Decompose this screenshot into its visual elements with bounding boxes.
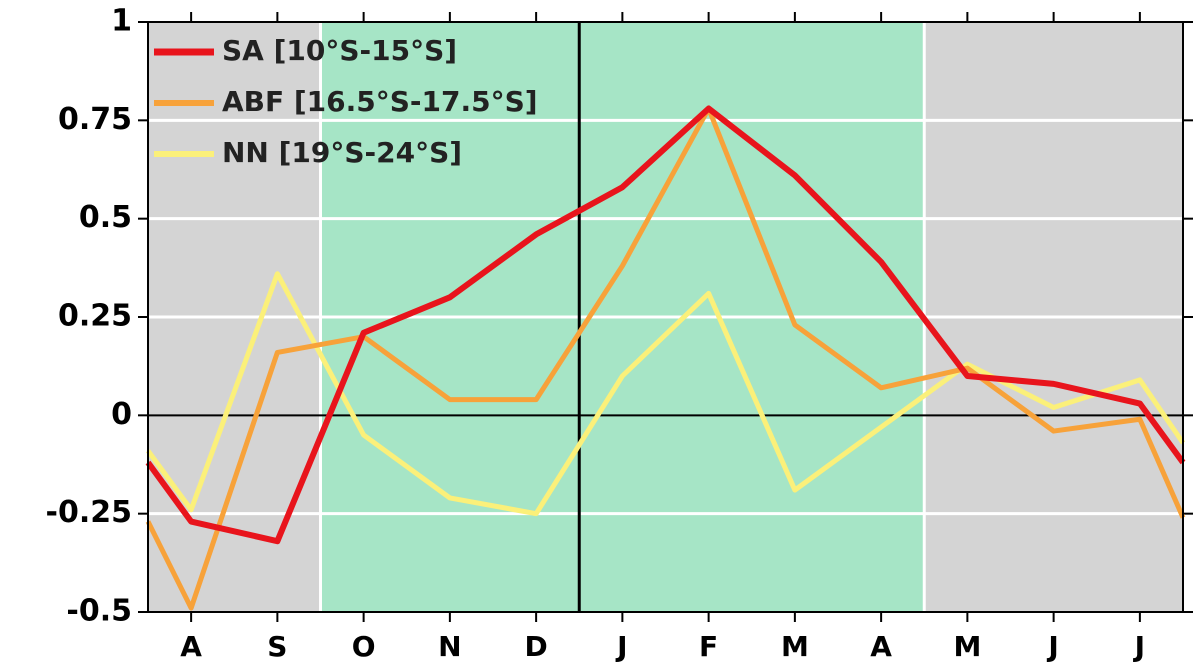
x-tick-label: J [1133,630,1145,663]
x-tick-label: D [525,630,548,663]
y-tick-label: 0.75 [58,102,132,137]
legend-label: SA [10°S-15°S] [222,34,457,67]
x-tick-label: M [781,630,809,663]
y-tick-label: -0.25 [46,495,132,530]
legend-label: NN [19°S-24°S] [222,136,462,169]
series-line [145,105,1186,545]
x-tick-label: J [615,630,627,663]
y-tick-label: 0.25 [58,299,132,334]
plot-frame [147,21,1184,613]
x-tick-label: O [352,630,376,663]
x-tick-label: N [438,630,461,663]
x-tick-label: M [953,630,981,663]
x-tick-label: F [699,630,718,663]
legend-label: ABF [16.5°S-17.5°S] [222,85,538,118]
y-tick-label: 1 [111,4,132,39]
y-tick-label: 0.5 [79,200,132,235]
y-tick-label: 0 [111,397,132,432]
x-tick-label: J [1046,630,1058,663]
series-line [145,106,1186,611]
y-tick-label: -0.5 [66,594,132,629]
x-tick-label: A [870,630,892,663]
x-tick-label: S [267,630,287,663]
series-line [145,271,1186,517]
x-tick-label: A [180,630,202,663]
